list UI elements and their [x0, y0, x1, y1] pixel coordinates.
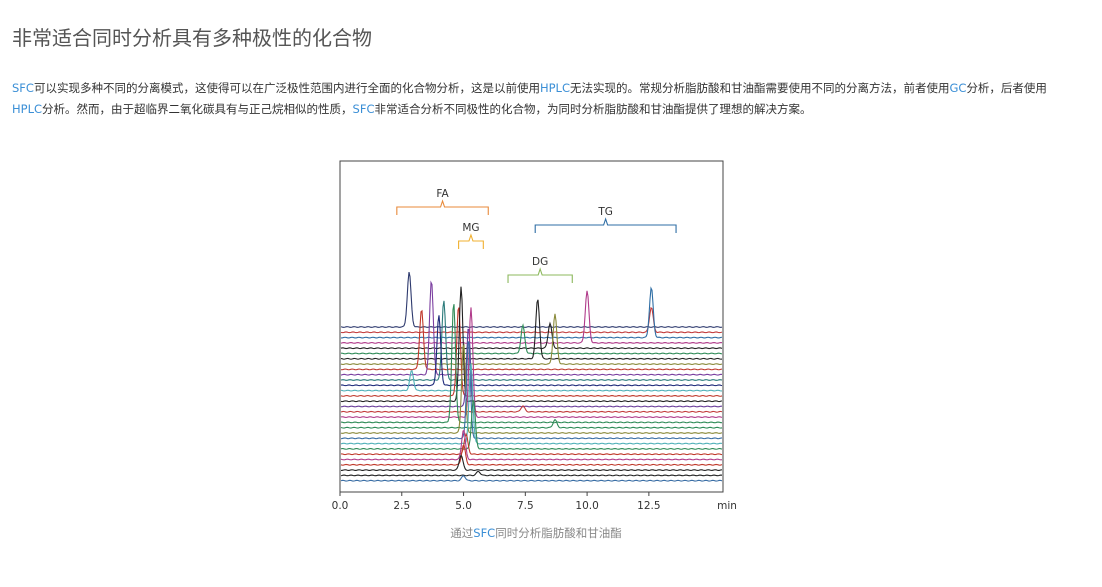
group-label-mg: MG	[462, 222, 479, 234]
trace-14	[340, 307, 723, 397]
trace-20	[340, 418, 723, 429]
trace-16	[340, 328, 723, 408]
trace-13	[340, 369, 723, 392]
trace-3	[340, 286, 723, 339]
paragraph-run-4: GC	[949, 81, 967, 95]
trace-9	[340, 309, 723, 371]
trace-group	[340, 271, 723, 482]
paragraph-run-0: SFC	[12, 81, 34, 95]
trace-23	[340, 363, 723, 445]
x-tick-label-0: 0.0	[332, 500, 349, 512]
trace-17	[340, 405, 723, 413]
chromatogram-chart: FA MG DG TG 0.0 2.5 5.0 7.5 10.0 12.5 min	[332, 160, 737, 512]
group-label-fa: FA	[436, 188, 449, 200]
trace-8	[340, 313, 723, 366]
trace-15	[340, 286, 723, 403]
bracket-tg	[534, 217, 677, 233]
group-annotations: FA MG DG TG	[396, 188, 677, 283]
group-label-tg: TG	[597, 206, 613, 218]
trace-18	[340, 307, 723, 419]
trace-28	[340, 454, 723, 472]
x-tick-label-1: 2.5	[393, 500, 410, 512]
trace-11	[340, 300, 723, 381]
paragraph-run-9: 非常适合分析不同极性的化合物，为同时分析脂肪酸和甘油酯提供了理想的解决方案。	[374, 102, 812, 116]
x-axis-unit-label: min	[717, 500, 737, 512]
trace-27	[340, 444, 723, 466]
bracket-fa	[396, 199, 489, 215]
bracket-mg	[458, 233, 484, 249]
group-label-dg: DG	[532, 256, 548, 268]
x-tick-label-4: 10.0	[575, 500, 598, 512]
trace-26	[340, 429, 723, 461]
trace-12	[340, 315, 723, 387]
paragraph-run-8: SFC	[352, 102, 375, 116]
trace-21	[340, 343, 723, 434]
x-axis: 0.0 2.5 5.0 7.5 10.0 12.5 min	[332, 492, 737, 512]
trace-29	[340, 470, 723, 477]
paragraph-run-5: 分析，后者使用	[966, 81, 1047, 95]
x-tick-label-2: 5.0	[455, 500, 472, 512]
paragraph-run-1: 可以实现多种不同的分离模式，这使得可以在广泛极性范围内进行全面的化合物分析，这是…	[33, 81, 540, 95]
x-tick-label-3: 7.5	[517, 500, 534, 512]
trace-7	[340, 299, 723, 360]
trace-24	[340, 399, 723, 450]
figure-caption: 通过SFC同时分析脂肪酸和甘油酯	[0, 525, 1072, 541]
trace-30	[340, 475, 723, 482]
paragraph-run-2: HPLC	[539, 81, 570, 95]
trace-1	[340, 271, 723, 328]
intro-paragraph: SFC可以实现多种不同的分离模式，这使得可以在广泛极性范围内进行全面的化合物分析…	[12, 78, 1072, 120]
paragraph-run-6: HPLC	[12, 102, 43, 116]
trace-4	[340, 290, 723, 344]
trace-10	[340, 280, 723, 376]
paragraph-run-7: 分析。然而，由于超临界二氧化碳具有与正己烷相似的性质，	[42, 102, 353, 116]
x-tick-label-5: 12.5	[637, 500, 660, 512]
trace-19	[340, 304, 723, 424]
trace-2	[340, 306, 723, 334]
trace-22	[340, 341, 723, 440]
caption-run-1: SFC	[473, 526, 496, 540]
trace-5	[340, 321, 723, 350]
bracket-dg	[507, 267, 573, 283]
trace-6	[340, 323, 723, 355]
paragraph-run-3: 无法实现的。常规分析脂肪酸和甘油酯需要使用不同的分离方法，前者使用	[569, 81, 950, 95]
caption-run-2: 同时分析脂肪酸和甘油酯	[495, 526, 622, 540]
trace-25	[340, 432, 723, 456]
page-title: 非常适合同时分析具有多种极性的化合物	[12, 26, 372, 50]
caption-run-0: 通过	[450, 526, 474, 540]
plot-frame	[339, 160, 724, 493]
